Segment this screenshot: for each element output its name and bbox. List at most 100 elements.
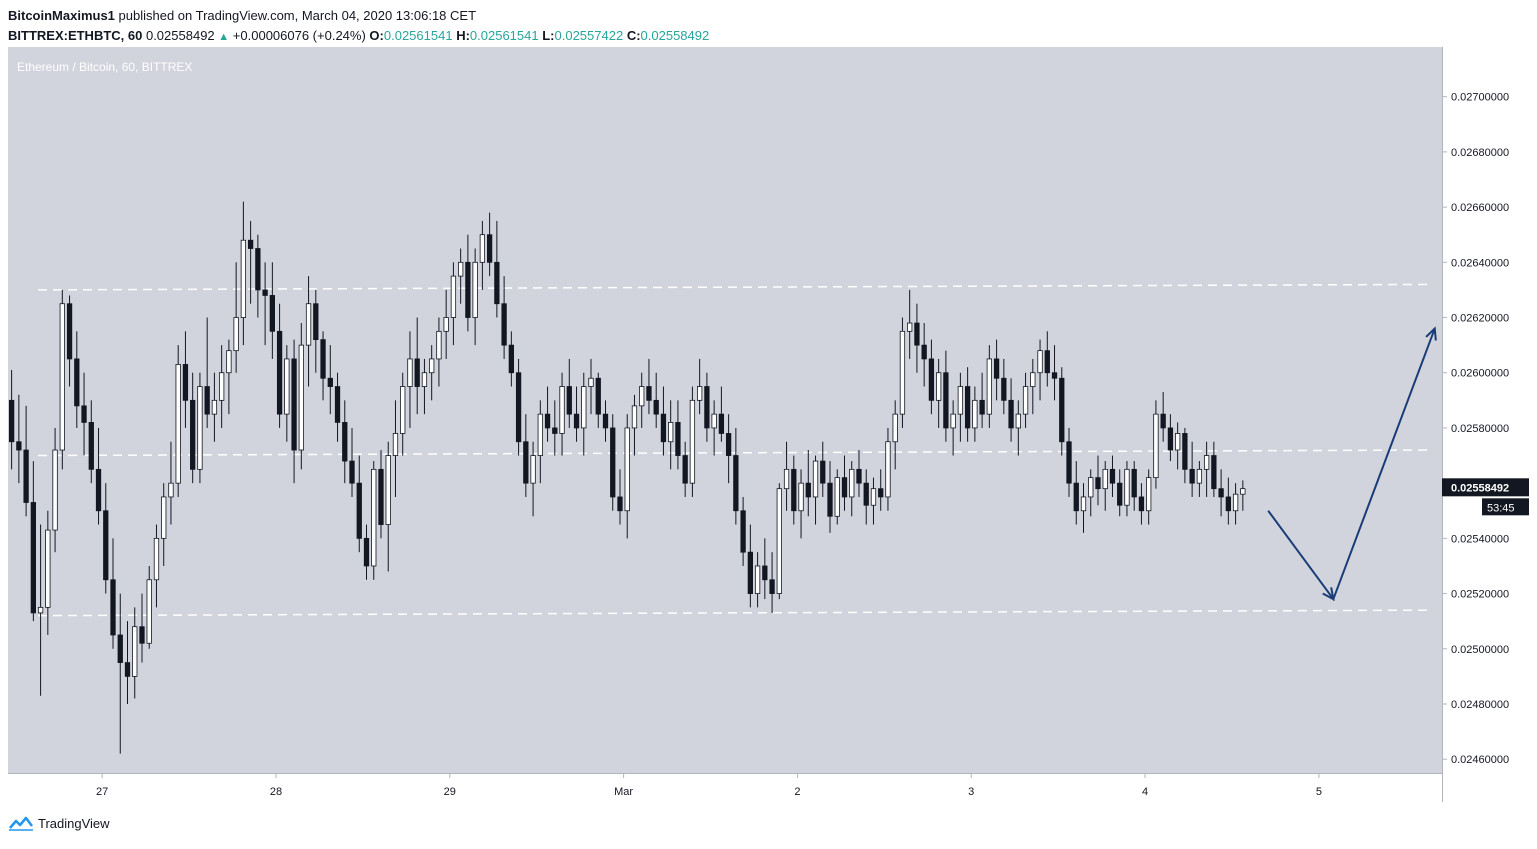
candle-up xyxy=(472,261,478,318)
candle-up xyxy=(458,261,464,277)
candle-down xyxy=(675,422,681,456)
candle-down xyxy=(30,502,36,614)
candle-down xyxy=(88,422,94,470)
candle-up xyxy=(233,317,239,352)
candle-up xyxy=(298,344,304,451)
publish-info: BitcoinMaximus1 published on TradingView… xyxy=(8,6,709,26)
candle-down xyxy=(1066,441,1072,484)
y-tick-label: 0.02680000 xyxy=(1451,147,1509,159)
candle-up xyxy=(1030,372,1036,387)
candle-up xyxy=(559,386,565,434)
candle-down xyxy=(762,565,768,581)
candle-down xyxy=(943,372,949,429)
candle-up xyxy=(168,482,174,498)
candle-down xyxy=(993,358,1000,379)
close-value: 0.02558492 xyxy=(640,28,710,43)
candle-down xyxy=(523,441,529,484)
current-price-text: 0.02558492 xyxy=(1451,482,1509,494)
y-tick-label: 0.02460000 xyxy=(1451,754,1509,766)
candle-up xyxy=(1037,350,1043,374)
candle-down xyxy=(928,358,935,401)
candle-down xyxy=(595,377,601,415)
candle-up xyxy=(450,275,457,318)
price-axis xyxy=(1442,47,1537,802)
candle-up xyxy=(849,468,855,498)
candle-up xyxy=(161,496,167,539)
candle-up xyxy=(892,413,898,443)
candle-down xyxy=(508,344,514,374)
candle-up xyxy=(59,303,65,451)
candle-down xyxy=(682,455,688,484)
y-tick-label: 0.02480000 xyxy=(1451,699,1509,711)
candle-up xyxy=(950,413,956,429)
candle-up xyxy=(624,427,630,512)
candle-up xyxy=(668,422,674,443)
up-triangle-icon: ▲ xyxy=(218,31,230,43)
projection-arrowhead-up xyxy=(1425,326,1437,341)
candle-up xyxy=(1196,468,1203,484)
symbol-name: BITTREX:ETHBTC, 60 xyxy=(8,28,143,43)
candle-up xyxy=(421,372,428,387)
candle-down xyxy=(921,344,927,360)
last-price: 0.02558492 xyxy=(145,28,215,43)
candle-up xyxy=(153,537,160,581)
candle-down xyxy=(363,537,370,567)
candle-up xyxy=(132,626,138,677)
candle-up xyxy=(37,606,44,614)
candle-down xyxy=(747,551,753,594)
candle-down xyxy=(552,427,558,434)
candle-down xyxy=(139,626,145,644)
y-tick-label: 0.02620000 xyxy=(1451,313,1509,325)
candle-up xyxy=(1153,413,1159,479)
level-line-3 xyxy=(37,609,1433,617)
open-label: O: xyxy=(369,28,384,43)
candle-down xyxy=(103,510,109,581)
candles xyxy=(8,201,1246,754)
level-line-2 xyxy=(37,449,1433,457)
y-tick-label: 0.02660000 xyxy=(1451,202,1509,214)
candle-down xyxy=(979,399,985,415)
author-name[interactable]: BitcoinMaximus1 xyxy=(8,8,115,23)
candle-down xyxy=(255,248,261,291)
candle-up xyxy=(1203,455,1210,470)
candle-down xyxy=(602,413,609,429)
candle-down xyxy=(465,261,471,318)
candle-up xyxy=(957,386,964,415)
candle-up xyxy=(754,565,761,594)
candle-down xyxy=(117,634,123,663)
candle-down xyxy=(356,482,362,539)
level-line-1 xyxy=(37,283,1433,291)
candle-down xyxy=(414,358,420,387)
candle-down xyxy=(74,358,80,407)
candle-down xyxy=(320,339,326,379)
candle-down xyxy=(262,289,268,296)
y-tick-label: 0.02520000 xyxy=(1451,589,1509,601)
candle-down xyxy=(1167,427,1174,451)
candle-up xyxy=(711,413,717,429)
x-tick-label: 5 xyxy=(1316,786,1322,798)
candle-down xyxy=(1073,482,1079,512)
candle-up xyxy=(899,330,906,415)
open-value: 0.02561541 xyxy=(383,28,453,43)
candle-down xyxy=(914,322,920,346)
candle-down xyxy=(805,482,811,498)
candle-down xyxy=(878,488,884,498)
candle-down xyxy=(1044,350,1050,374)
x-tick-label: 2 xyxy=(794,786,800,798)
candle-down xyxy=(1218,488,1224,498)
candle-up xyxy=(1240,488,1246,495)
candle-down xyxy=(820,460,826,484)
y-tick-label: 0.02640000 xyxy=(1451,257,1509,269)
close-label: C: xyxy=(626,28,641,43)
candle-down xyxy=(1131,468,1137,498)
candle-down xyxy=(1001,377,1007,401)
candle-up xyxy=(986,358,992,415)
low-label: L: xyxy=(542,28,555,43)
x-tick-label: 28 xyxy=(270,786,282,798)
candle-down xyxy=(124,662,131,677)
candle-down xyxy=(204,386,210,415)
tradingview-logo[interactable]: TradingView xyxy=(8,815,110,831)
candle-down xyxy=(1189,468,1195,484)
